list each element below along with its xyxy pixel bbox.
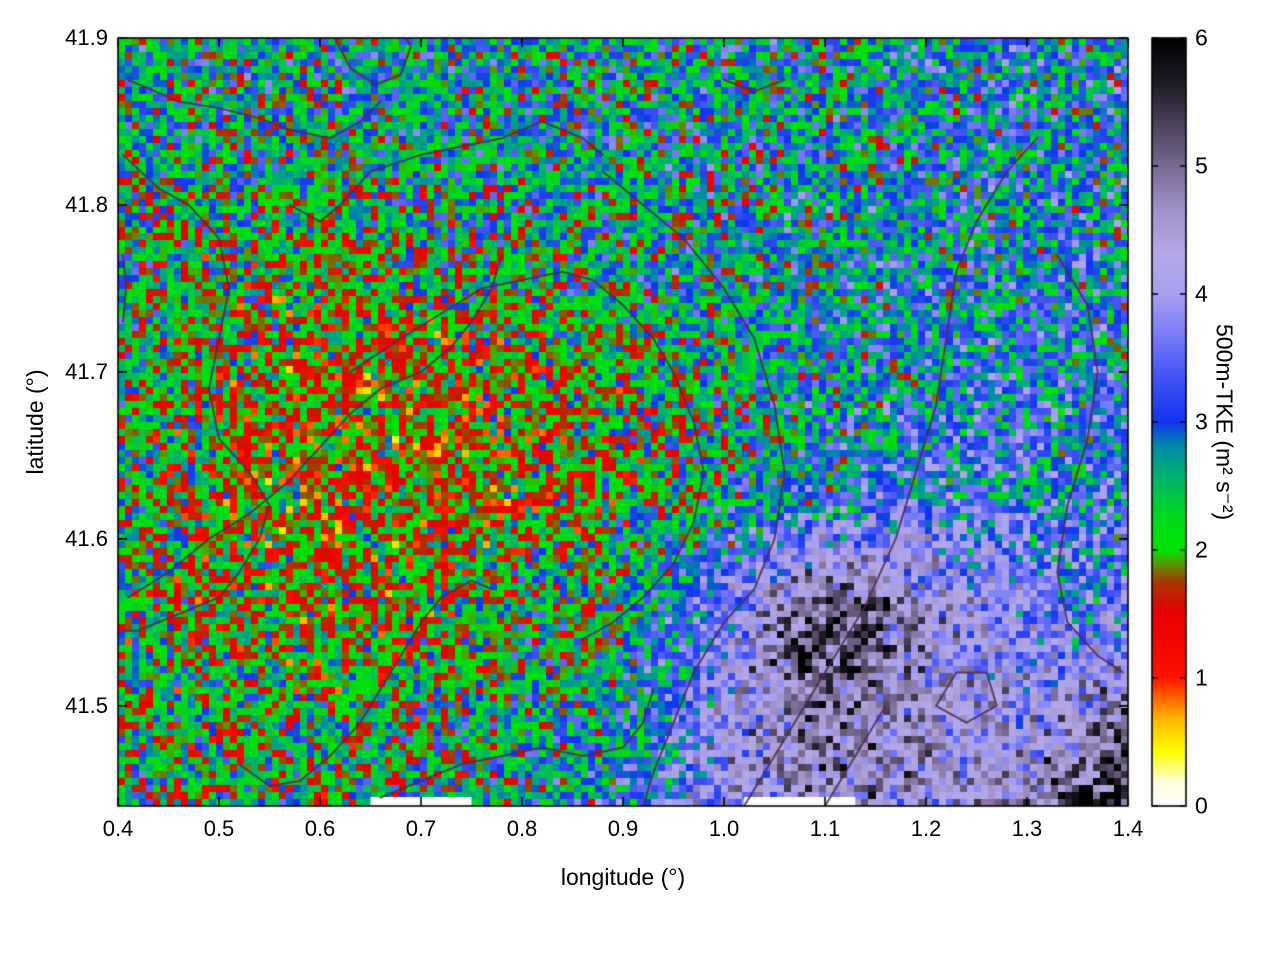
- colorbar-tick-label: 6: [1195, 24, 1208, 51]
- x-tick-label: 1.2: [910, 816, 942, 841]
- x-tick-label: 0.5: [203, 816, 235, 841]
- colorbar-tick-label: 0: [1195, 792, 1208, 819]
- y-tick-label: 41.9: [65, 25, 108, 50]
- x-tick-label: 0.8: [506, 816, 538, 841]
- colorbar-label: 500m-TKE (m² s⁻²): [1211, 323, 1238, 521]
- colorbar-label-wrap: 500m-TKE (m² s⁻²): [1204, 38, 1244, 806]
- x-tick-label: 1.3: [1011, 816, 1043, 841]
- colorbar-tick-label: 5: [1195, 152, 1208, 179]
- x-tick-label: 0.7: [405, 816, 437, 841]
- colorbar-tick-label: 2: [1195, 536, 1208, 563]
- x-axis-label: longitude (°): [560, 864, 686, 890]
- y-tick-label: 41.6: [65, 525, 108, 551]
- x-tick-label: 0.9: [607, 816, 639, 841]
- y-tick-label: 41.8: [65, 191, 108, 217]
- colorbar-tick-label: 4: [1195, 280, 1208, 307]
- x-tick-label: 1.4: [1112, 816, 1144, 841]
- colorbar-tick-label: 3: [1195, 408, 1208, 435]
- x-tick-label: 1.1: [809, 816, 841, 841]
- x-tick-label: 1.0: [708, 816, 740, 841]
- y-tick-label: 41.5: [65, 692, 108, 718]
- x-tick-label: 0.6: [304, 816, 336, 841]
- y-tick-label: 41.7: [65, 358, 108, 384]
- x-tick-label: 0.4: [102, 816, 134, 841]
- colorbar-tick-label: 1: [1195, 664, 1208, 691]
- y-axis-label: latitude (°): [22, 369, 48, 475]
